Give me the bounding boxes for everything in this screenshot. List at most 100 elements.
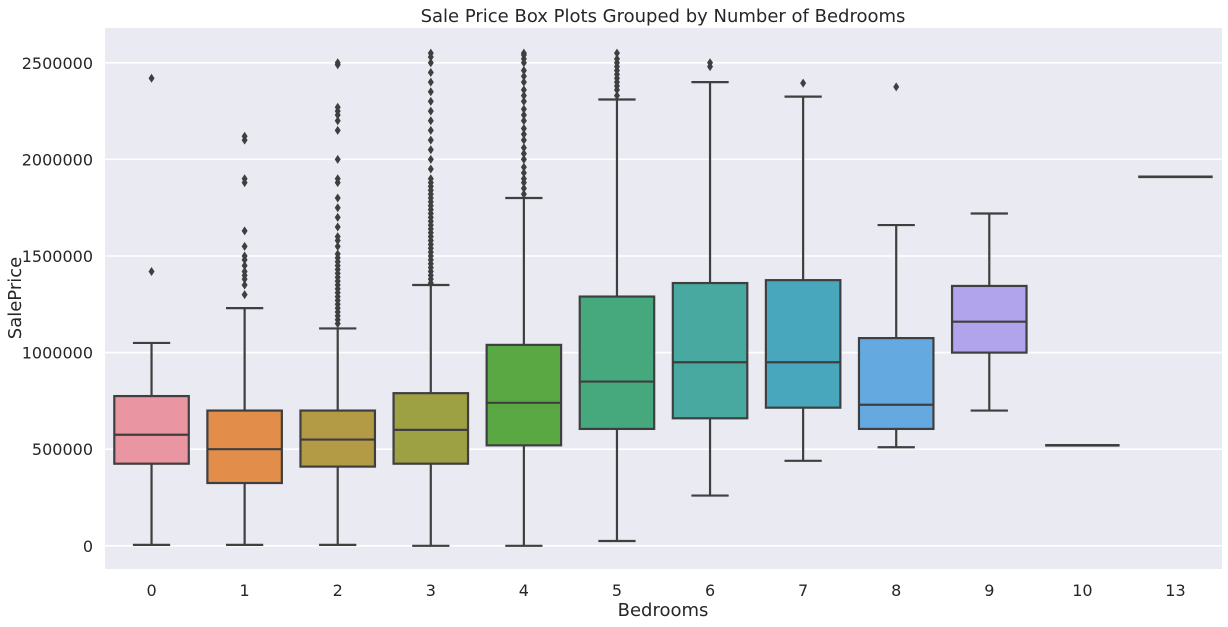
outlier-2-22 <box>334 222 341 232</box>
outlier-4-13 <box>520 110 527 120</box>
outlier-4-4 <box>520 168 527 178</box>
x-tick-label-3: 3 <box>426 581 436 600</box>
outlier-3-31 <box>427 135 434 145</box>
y-tick-label-3: 1500000 <box>22 247 93 266</box>
outlier-3-41 <box>427 48 434 58</box>
outlier-3-29 <box>427 154 434 164</box>
outlier-4-10 <box>520 129 527 139</box>
box-group-6 <box>671 58 749 497</box>
box-group-7 <box>764 78 842 462</box>
outlier-4-1 <box>520 183 527 193</box>
x-axis-ticks: 0 1 2 3 4 5 6 7 8 9 10 13 <box>146 581 1185 600</box>
x-tick-label-1: 1 <box>240 581 250 600</box>
outlier-4-5 <box>520 162 527 172</box>
outlier-1-7 <box>241 251 248 261</box>
outlier-2-18 <box>334 249 341 259</box>
y-tick-label-2: 1000000 <box>22 344 93 363</box>
outlier-4-16 <box>520 91 527 101</box>
outlier-1-9 <box>241 226 248 236</box>
outlier-2-27 <box>334 174 341 184</box>
outlier-2-23 <box>334 212 341 222</box>
outlier-1-0 <box>241 290 248 300</box>
y-tick-label-1: 500000 <box>32 440 93 459</box>
outlier-4-9 <box>520 135 527 145</box>
outlier-4-11 <box>520 123 527 133</box>
x-axis-label: Bedrooms <box>618 600 709 621</box>
x-tick-label-6: 6 <box>705 581 715 600</box>
outlier-3-28 <box>427 164 434 174</box>
x-tick-label-8: 8 <box>891 581 901 600</box>
box-group-2 <box>299 58 377 546</box>
y-axis-ticks: 0 500000 1000000 1500000 2000000 2500000 <box>22 54 93 556</box>
x-tick-label-13: 13 <box>1165 581 1185 600</box>
x-tick-label-4: 4 <box>519 581 529 600</box>
outlier-3-32 <box>427 125 434 135</box>
box-7 <box>764 279 842 409</box>
outlier-4-24 <box>520 48 527 58</box>
box-group-5 <box>578 48 656 543</box>
x-tick-label-10: 10 <box>1072 581 1092 600</box>
boxes <box>113 48 1213 547</box>
outlier-3-39 <box>427 58 434 68</box>
box-group-9 <box>950 212 1028 412</box>
outlier-3-30 <box>427 145 434 155</box>
outlier-3-34 <box>427 106 434 116</box>
outlier-2-28 <box>334 154 341 164</box>
outlier-4-7 <box>520 149 527 159</box>
outlier-0-0 <box>148 266 155 276</box>
plot-area <box>105 28 1222 569</box>
box-3 <box>392 392 470 465</box>
box-0 <box>113 394 190 465</box>
box-5 <box>578 295 656 431</box>
box-group-1 <box>206 131 283 546</box>
outlier-1-5 <box>241 261 248 271</box>
outlier-2-33 <box>334 102 341 112</box>
outlier-1-1 <box>241 280 248 290</box>
x-tick-label-7: 7 <box>798 581 808 600</box>
outlier-4-17 <box>520 85 527 95</box>
outlier-0-1 <box>148 73 155 83</box>
box-9 <box>950 284 1028 354</box>
box-6 <box>671 281 749 420</box>
x-tick-label-2: 2 <box>333 581 343 600</box>
chart-title: Sale Price Box Plots Grouped by Number o… <box>421 6 906 27</box>
box-4 <box>485 343 563 447</box>
gridlines <box>105 61 1222 547</box>
outlier-4-19 <box>520 71 527 81</box>
outlier-4-20 <box>520 66 527 76</box>
outlier-2-19 <box>334 241 341 251</box>
outlier-3-35 <box>427 96 434 106</box>
outlier-4-6 <box>520 154 527 164</box>
outlier-1-11 <box>241 174 248 184</box>
outlier-3-27 <box>427 174 434 184</box>
box-group-8 <box>857 82 935 449</box>
box-8 <box>857 337 935 431</box>
outlier-1-13 <box>241 131 248 141</box>
outlier-3-36 <box>427 87 434 97</box>
outlier-4-8 <box>520 143 527 153</box>
outlier-7-0 <box>800 78 807 88</box>
outlier-6-1 <box>707 58 714 68</box>
outlier-4-14 <box>520 104 527 114</box>
outlier-8-0 <box>893 82 900 92</box>
outlier-2-29 <box>334 125 341 135</box>
outlier-3-33 <box>427 116 434 126</box>
outlier-4-0 <box>520 189 527 199</box>
outlier-2-25 <box>334 193 341 203</box>
y-tick-label-4: 2000000 <box>22 150 93 169</box>
outlier-4-12 <box>520 116 527 126</box>
x-tick-label-5: 5 <box>612 581 622 600</box>
outlier-3-38 <box>427 67 434 77</box>
y-tick-label-5: 2500000 <box>22 54 93 73</box>
box-group-3 <box>392 48 470 547</box>
box-1 <box>206 409 283 485</box>
outlier-5-9 <box>613 54 620 64</box>
x-tick-label-9: 9 <box>984 581 994 600</box>
y-tick-label-0: 0 <box>83 537 93 556</box>
outlier-1-4 <box>241 266 248 276</box>
y-axis-label: SalePrice <box>5 257 26 339</box>
outlier-5-10 <box>613 48 620 58</box>
outlier-4-15 <box>520 96 527 106</box>
outlier-2-30 <box>334 116 341 126</box>
